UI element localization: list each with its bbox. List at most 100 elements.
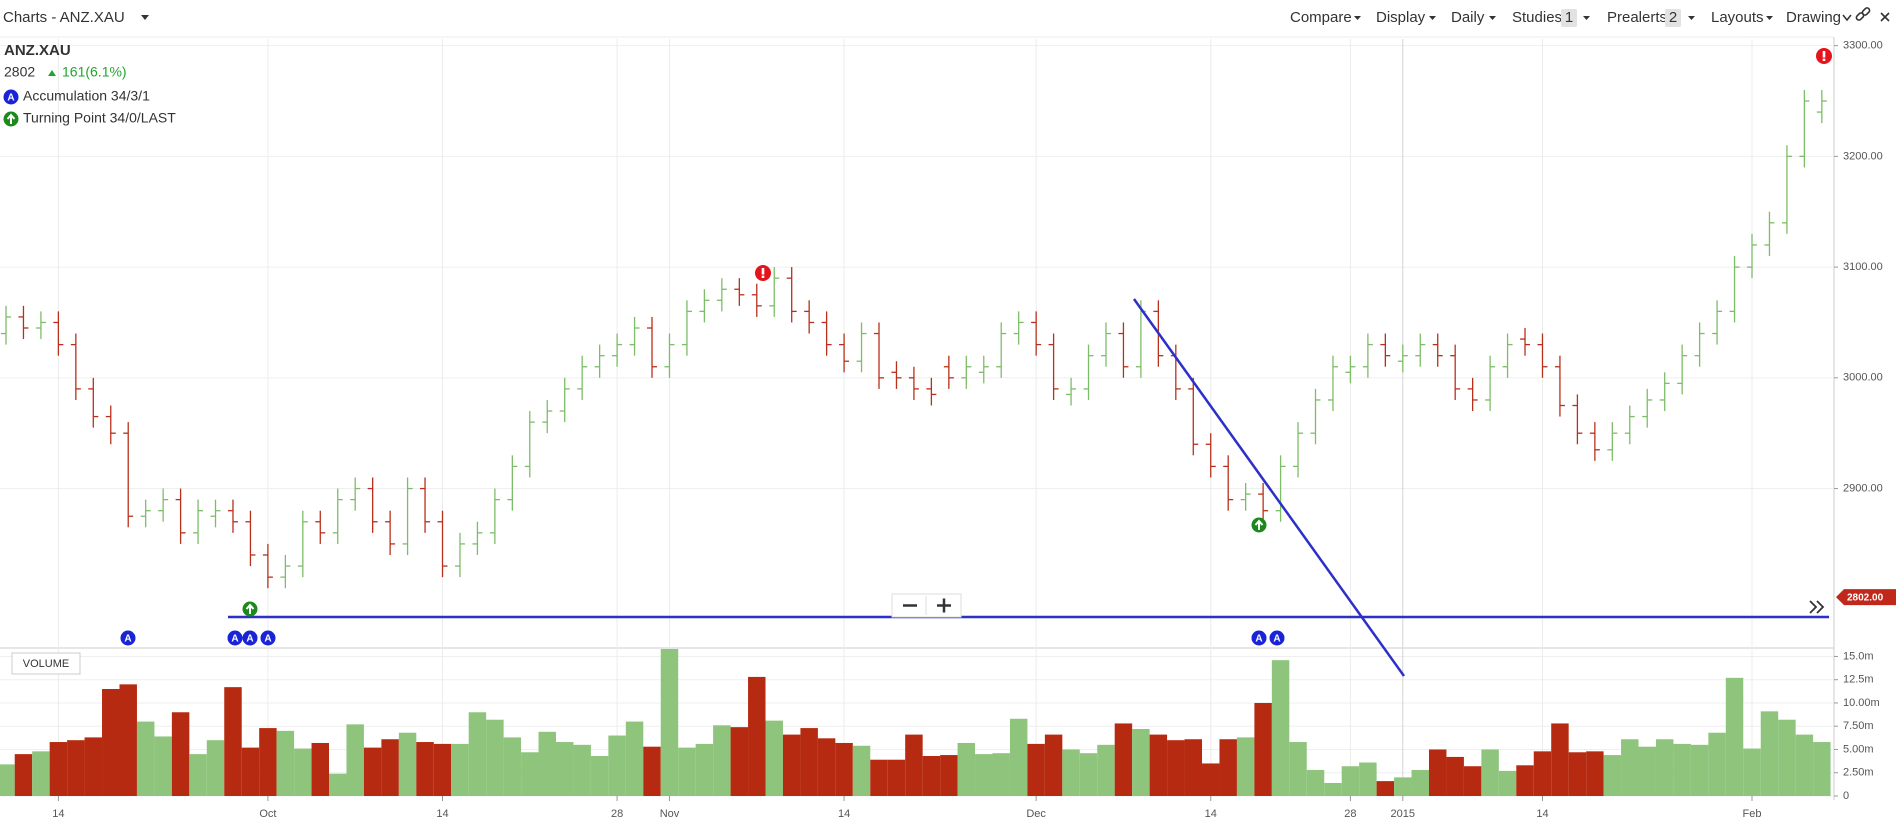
volume-bar bbox=[468, 712, 487, 796]
trend-line-drawing[interactable] bbox=[1132, 298, 1406, 677]
volume-bar bbox=[992, 753, 1010, 796]
volume-bar bbox=[625, 721, 644, 796]
y-tick-label: 15.0m bbox=[1843, 650, 1874, 662]
volume-bar bbox=[1725, 677, 1744, 796]
volume-bar bbox=[817, 738, 836, 796]
volume-bar bbox=[957, 742, 976, 796]
alert-dot bbox=[1822, 58, 1826, 61]
link-icon[interactable] bbox=[1855, 7, 1871, 21]
last-price-tag bbox=[1836, 589, 1896, 606]
last-price-label: 2802.00 bbox=[1847, 593, 1884, 604]
volume-bar bbox=[1760, 711, 1779, 796]
volume-bar bbox=[678, 747, 696, 796]
volume-bar bbox=[49, 742, 68, 796]
volume-bar bbox=[1097, 744, 1115, 796]
volume-bar bbox=[1795, 734, 1814, 796]
volume-bar bbox=[503, 737, 522, 796]
last-price: 2802 bbox=[4, 64, 35, 80]
menu-display[interactable]: Display bbox=[1376, 9, 1426, 26]
volume-label-box bbox=[11, 652, 81, 675]
window-title[interactable]: Charts - ANZ.XAU bbox=[3, 9, 125, 26]
volume-bar bbox=[1359, 762, 1377, 796]
volume-bar bbox=[486, 719, 504, 796]
volume-bar bbox=[398, 732, 417, 796]
signal-letter: A bbox=[1255, 634, 1262, 645]
volume-bar bbox=[1551, 723, 1569, 796]
volume-bar bbox=[102, 689, 120, 796]
volume-bar bbox=[1568, 752, 1587, 796]
study-label[interactable]: Accumulation 34/3/1 bbox=[23, 88, 150, 104]
menu-compare[interactable]: Compare bbox=[1290, 9, 1352, 26]
signal-arrow bbox=[245, 603, 255, 614]
symbol: ANZ.XAU bbox=[4, 42, 71, 59]
volume-label: VOLUME bbox=[23, 658, 69, 670]
volume-bar bbox=[346, 724, 364, 796]
volume-bar bbox=[1132, 729, 1150, 796]
volume-bar bbox=[1289, 742, 1307, 796]
y-tick-label: 10.00m bbox=[1843, 697, 1880, 709]
volume-bar bbox=[748, 676, 766, 796]
y-tick-label: 0 bbox=[1843, 790, 1849, 802]
toolbar: Charts - ANZ.XAU Compare Display Daily S… bbox=[3, 7, 1890, 27]
x-tick-label: 14 bbox=[52, 808, 64, 820]
menu-layouts[interactable]: Layouts bbox=[1711, 9, 1764, 26]
volume-bar bbox=[1411, 769, 1429, 796]
menu-studies[interactable]: Studies bbox=[1512, 9, 1562, 26]
volume-bar bbox=[1428, 749, 1447, 796]
volume-bar bbox=[782, 734, 801, 796]
menu-daily[interactable]: Daily bbox=[1451, 9, 1485, 26]
volume-bar bbox=[1690, 744, 1709, 796]
volume-bar bbox=[1813, 742, 1831, 796]
volume-bar bbox=[1306, 769, 1325, 796]
signal-letter: A bbox=[246, 634, 253, 645]
x-tick-label: Feb bbox=[1743, 808, 1762, 820]
volume-bar bbox=[1202, 763, 1220, 796]
volume-bar bbox=[1149, 734, 1168, 796]
volume-bar bbox=[1027, 743, 1045, 796]
volume-bar bbox=[1376, 781, 1395, 796]
zoom-in[interactable] bbox=[937, 598, 951, 613]
volume-bar bbox=[538, 731, 556, 796]
volume-bar bbox=[1603, 755, 1622, 796]
x-tick-label: 28 bbox=[1344, 808, 1356, 820]
volume-bar bbox=[84, 737, 103, 796]
signal-letter: A bbox=[231, 634, 238, 645]
volume-bar bbox=[189, 754, 207, 796]
volume-bar bbox=[67, 740, 85, 796]
menu-drawing[interactable]: Drawing bbox=[1786, 9, 1841, 26]
volume-bar bbox=[1638, 746, 1656, 796]
volume-bar bbox=[1394, 777, 1412, 796]
y-tick-label: 5.00m bbox=[1843, 743, 1874, 755]
accumulation-signal bbox=[242, 630, 258, 646]
badge bbox=[1665, 9, 1681, 27]
close-button[interactable] bbox=[1880, 12, 1890, 22]
volume-bar bbox=[1743, 748, 1761, 796]
volume-bar bbox=[695, 743, 714, 796]
x-tick-label: 14 bbox=[1536, 808, 1548, 820]
study-label[interactable]: Turning Point 34/0/LAST bbox=[23, 110, 176, 126]
scroll-to-end[interactable] bbox=[1809, 600, 1825, 614]
volume-bar bbox=[1708, 732, 1726, 796]
badge bbox=[1561, 9, 1577, 27]
volume-bar bbox=[643, 746, 661, 796]
volume-bar bbox=[573, 744, 591, 796]
signal-letter: A bbox=[1273, 634, 1280, 645]
volume-bar bbox=[0, 764, 15, 796]
volume-bar bbox=[136, 721, 155, 796]
accumulation-signal bbox=[260, 630, 276, 646]
menu-prealerts[interactable]: Prealerts bbox=[1607, 9, 1667, 26]
change: 161(6.1%) bbox=[62, 64, 127, 80]
accumulation-signal bbox=[1269, 630, 1285, 646]
caret bbox=[141, 15, 149, 20]
volume-bar bbox=[276, 730, 295, 796]
volume-bar bbox=[1586, 751, 1604, 796]
volume-bar bbox=[1621, 739, 1639, 796]
y-tick-label: 7.50m bbox=[1843, 720, 1874, 732]
accumulation-signal bbox=[227, 630, 243, 646]
legend: ANZ.XAU 2802 161(6.1%) A Accumulation 34… bbox=[3, 42, 176, 127]
caret bbox=[1688, 16, 1695, 20]
